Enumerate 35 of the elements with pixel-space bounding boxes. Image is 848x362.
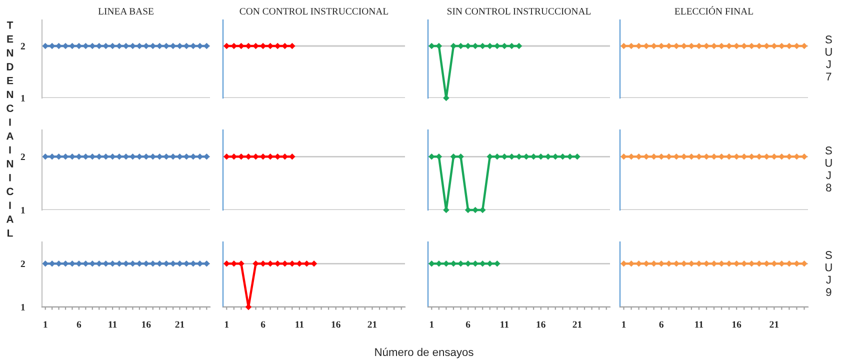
x-tick-label: 21 (175, 321, 184, 328)
y-tick-label: 1 (21, 304, 25, 310)
y-tick-label: 2 (20, 42, 25, 50)
text: TENDENCIA INICIAL (6, 22, 14, 237)
y-tick-label: 1 (21, 94, 25, 102)
x-tick-label: 11 (296, 321, 304, 328)
x-tick-label: 6 (76, 321, 82, 328)
x-tick-label: 16 (142, 321, 151, 328)
chart-title: ELECCIÓN FINAL (674, 6, 753, 15)
x-axis-title: Número de ensayos (375, 348, 474, 358)
x-tick-label: 16 (536, 321, 546, 328)
x-tick-label: 21 (770, 321, 779, 328)
y-tick-label: 2 (20, 260, 25, 268)
x-tick-label: 16 (732, 321, 742, 328)
x-tick-label: 11 (108, 321, 117, 328)
chart-title: SIN CONTROL INSTRUCCIONAL (447, 8, 591, 15)
x-tick-label: 1 (44, 321, 48, 328)
chart-title: LINEA BASE (98, 8, 154, 15)
x-tick-label: 1 (622, 321, 626, 328)
y-tick-label: 2 (20, 154, 25, 160)
x-tick-label: 21 (368, 321, 377, 328)
x-tick-label: 11 (500, 321, 509, 328)
x-tick-label: 21 (572, 321, 582, 328)
x-tick-label: 6 (260, 321, 266, 328)
text: SUJ 8 (825, 146, 832, 192)
x-tick-label: 6 (466, 321, 470, 328)
chart-title: CON CONTROL INSTRUCCIONAL (240, 8, 388, 15)
x-tick-label: 1 (224, 321, 229, 328)
x-tick-label: 11 (695, 321, 704, 328)
x-tick-label: 16 (332, 321, 340, 328)
text: SUJ 9 (825, 251, 832, 296)
x-tick-label: 1 (430, 321, 434, 328)
text: SUJ 7 (825, 36, 832, 80)
x-tick-label: 6 (659, 321, 664, 328)
y-tick-label: 1 (21, 206, 25, 214)
